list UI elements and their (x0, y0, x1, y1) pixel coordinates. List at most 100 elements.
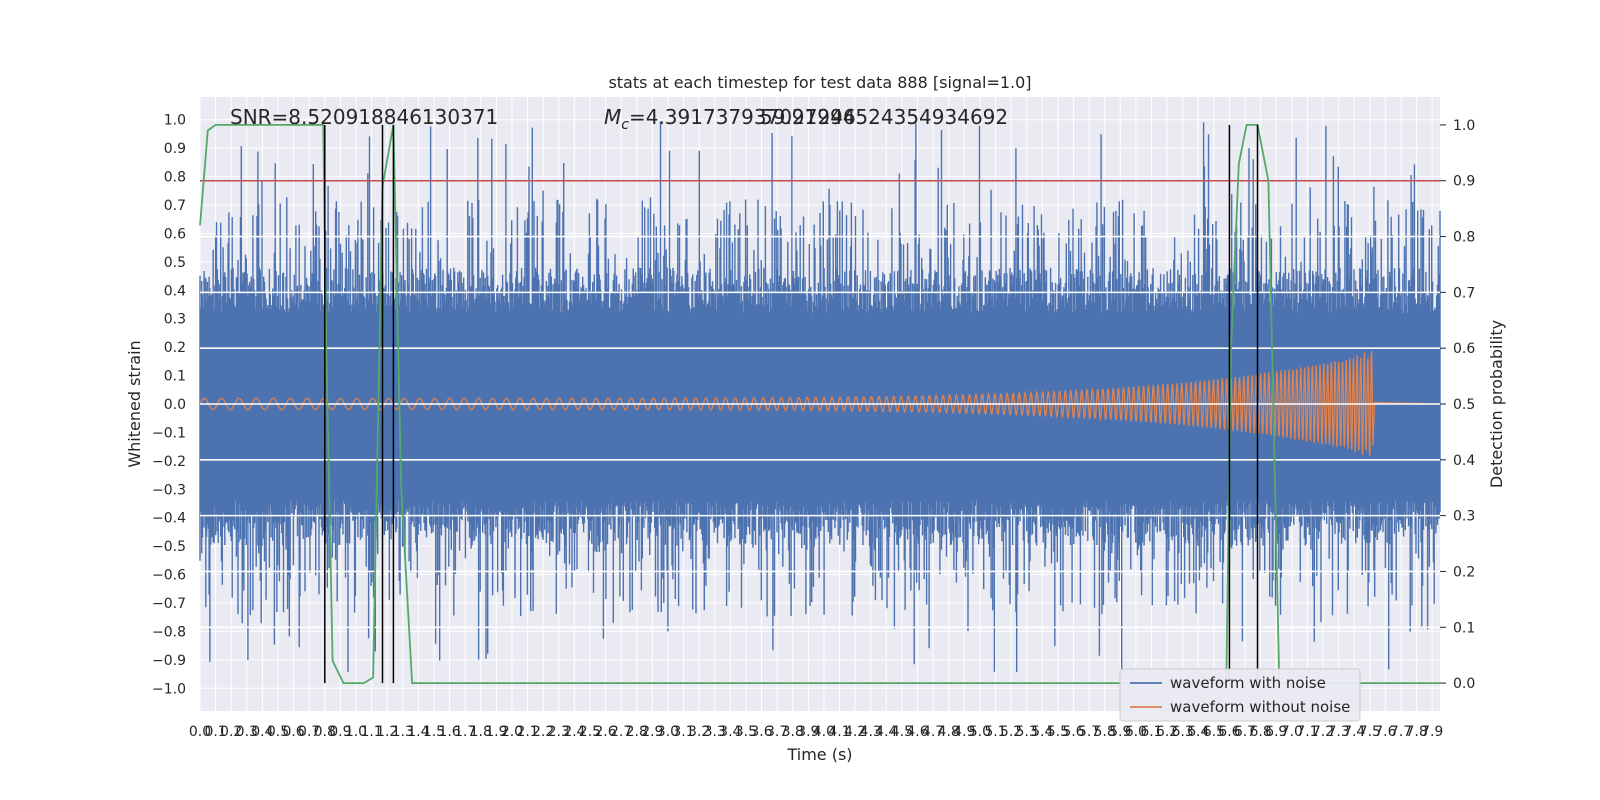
clean-waveform-line (199, 351, 1441, 457)
y-tick-label: −0.5 (152, 539, 186, 555)
chirp-mass-annotation: Mc=4.391737937027246 (604, 105, 856, 133)
x-tick-label: 4.8 (938, 724, 960, 740)
x-tick-label: 0.6 (282, 724, 304, 740)
y-axis-label: Whitened strain (125, 340, 144, 467)
x-tick-label: 2.9 (641, 724, 663, 740)
x-tick-label: 6.7 (1234, 724, 1256, 740)
right-y-tick-label: 0.1 (1453, 620, 1475, 636)
x-tick-label: 1.0 (345, 724, 367, 740)
y-tick-label: −0.9 (152, 653, 186, 669)
chart-title: stats at each timestep for test data 888… (608, 73, 1031, 92)
x-tick-label: 5.2 (1000, 724, 1022, 740)
x-tick-label: 2.8 (626, 724, 648, 740)
y-axis-ticks: −1.0 −0.9 −0.8 −0.7 −0.6 −0.5 −0.4 −0.3 −0.2 −0.1… (152, 113, 186, 698)
x-tick-label: 0.9 (329, 724, 351, 740)
x-tick-label: 7.3 (1327, 724, 1349, 740)
x-tick-label: 6.0 (1125, 724, 1147, 740)
right-y-axis-label: Detection probability (1487, 320, 1506, 488)
x-tick-label: 4.5 (891, 724, 913, 740)
x-tick-label: 7.7 (1390, 724, 1412, 740)
x-tick-label: 6.2 (1156, 724, 1178, 740)
x-axis-ticks: 0.00.10.20.30.40.50.60.70.80.91.01.11.21… (189, 724, 1443, 740)
x-tick-label: 1.1 (360, 724, 382, 740)
x-tick-label: 3.1 (672, 724, 694, 740)
right-y-tick-label: 0.2 (1453, 564, 1475, 580)
x-tick-label: 1.4 (407, 724, 429, 740)
x-tick-label: 0.3 (236, 724, 258, 740)
right-axis-ticks: 0.0 0.1 0.2 0.3 0.4 0.5 0.6 0.7 0.8 0.9 1.0 (1440, 118, 1475, 692)
y-tick-label: 0.6 (164, 226, 186, 242)
x-tick-label: 3.5 (735, 724, 757, 740)
x-tick-label: 3.2 (688, 724, 710, 740)
x-tick-label: 0.2 (220, 724, 242, 740)
x-tick-label: 5.7 (1078, 724, 1100, 740)
right-y-tick-label: 0.5 (1453, 397, 1475, 413)
x-tick-label: 5.1 (984, 724, 1006, 740)
x-tick-label: 1.5 (423, 724, 445, 740)
chirp-mass-subscript: c (621, 117, 629, 133)
x-tick-label: 7.1 (1296, 724, 1318, 740)
x-tick-label: 0.7 (298, 724, 320, 740)
x-tick-label: 0.8 (314, 724, 336, 740)
x-tick-label: 4.7 (922, 724, 944, 740)
right-y-tick-label: 1.0 (1453, 118, 1475, 134)
x-tick-label: 3.7 (766, 724, 788, 740)
chirp-mass-symbol: M (604, 105, 621, 129)
x-tick-label: 2.3 (548, 724, 570, 740)
y-tick-label: 0.1 (164, 369, 186, 385)
probability-line (199, 124, 1440, 684)
x-tick-label: 5.3 (1016, 724, 1038, 740)
x-tick-label: 6.3 (1172, 724, 1194, 740)
y-tick-label: 0.4 (164, 283, 186, 299)
x-tick-label: 7.0 (1281, 724, 1303, 740)
x-tick-label: 2.2 (532, 724, 554, 740)
x-tick-label: 4.6 (906, 724, 928, 740)
y-tick-label: 0.2 (164, 340, 186, 356)
x-tick-label: 6.9 (1265, 724, 1287, 740)
y-tick-label: −1.0 (152, 681, 186, 697)
right-y-tick-label: 0.9 (1453, 174, 1475, 190)
x-tick-label: 5.5 (1047, 724, 1069, 740)
y-tick-label: 1.0 (164, 113, 186, 129)
y-tick-label: 0.7 (164, 198, 186, 214)
x-tick-label: 2.1 (516, 724, 538, 740)
right-y-tick-label: 0.6 (1453, 341, 1475, 357)
x-tick-label: 5.9 (1109, 724, 1131, 740)
overlap-annotation: 59.91994524354934692 (760, 105, 1008, 129)
right-y-tick-label: 0.4 (1453, 453, 1475, 469)
x-tick-label: 1.2 (376, 724, 398, 740)
y-tick-label: −0.4 (152, 511, 186, 527)
x-tick-label: 5.6 (1062, 724, 1084, 740)
x-tick-label: 7.4 (1343, 724, 1365, 740)
x-tick-label: 4.4 (875, 724, 897, 740)
x-tick-label: 7.8 (1405, 724, 1427, 740)
x-tick-label: 1.7 (454, 724, 476, 740)
x-tick-label: 0.1 (204, 724, 226, 740)
y-tick-label: 0.3 (164, 312, 186, 328)
x-tick-label: 2.5 (579, 724, 601, 740)
legend-label-with-noise: waveform with noise (1170, 674, 1326, 692)
x-tick-label: 1.8 (470, 724, 492, 740)
x-tick-label: 5.8 (1094, 724, 1116, 740)
x-tick-label: 7.9 (1421, 724, 1443, 740)
x-tick-label: 0.5 (267, 724, 289, 740)
x-tick-label: 2.6 (594, 724, 616, 740)
x-tick-label: 2.0 (501, 724, 523, 740)
y-tick-label: 0.5 (164, 255, 186, 271)
x-tick-label: 4.3 (860, 724, 882, 740)
legend-label-without-noise: waveform without noise (1170, 698, 1350, 716)
chirp-mass-value: =4.391737937027246 (629, 105, 856, 129)
x-tick-label: 7.2 (1312, 724, 1334, 740)
x-tick-label: 1.6 (438, 724, 460, 740)
x-tick-label: 3.8 (782, 724, 804, 740)
legend-box (1119, 668, 1361, 722)
x-tick-label: 0.4 (251, 724, 273, 740)
x-tick-label: 3.3 (704, 724, 726, 740)
x-tick-label: 6.5 (1203, 724, 1225, 740)
series-waveform-without-noise (199, 351, 1441, 457)
y-tick-label: −0.7 (152, 596, 186, 612)
x-axis-label: Time (s) (786, 745, 852, 764)
x-tick-label: 4.0 (813, 724, 835, 740)
detection-markers (324, 124, 1259, 684)
x-tick-label: 5.4 (1031, 724, 1053, 740)
